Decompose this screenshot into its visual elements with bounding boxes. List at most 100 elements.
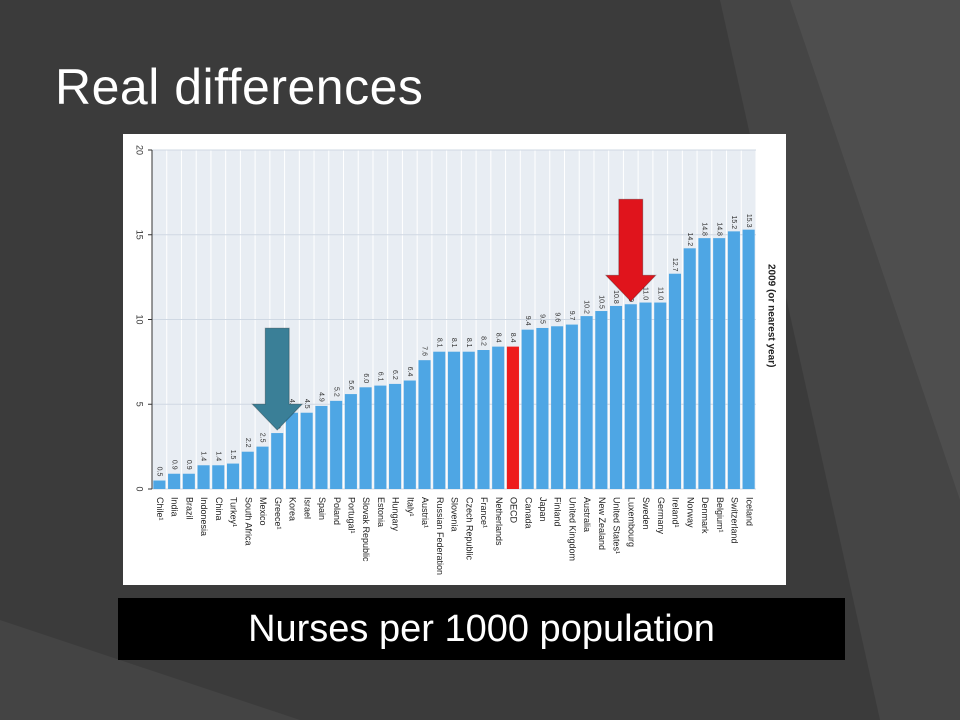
bar xyxy=(344,394,357,489)
category-label: Mexico xyxy=(258,497,268,526)
category-label: Slovenia xyxy=(450,497,460,532)
category-label: Israel xyxy=(302,497,312,519)
category-label: Austria¹ xyxy=(420,497,430,528)
bar xyxy=(241,451,254,489)
category-label: Poland xyxy=(332,497,342,525)
bar-value-label: 8.2 xyxy=(480,336,487,346)
bar-value-label: 9.6 xyxy=(553,312,560,322)
category-label: Belgium¹ xyxy=(715,497,725,533)
y-tick-label: 15 xyxy=(135,230,145,240)
bar-value-label: 4.5 xyxy=(303,399,310,409)
bar-value-label: 14.8 xyxy=(701,222,708,236)
bar xyxy=(668,273,682,489)
y-tick-label: 10 xyxy=(135,314,145,324)
bar-value-label: 5.6 xyxy=(347,380,354,390)
series-label: 2009 (or nearest year) xyxy=(765,264,776,367)
category-label: Hungary xyxy=(391,497,401,532)
chart-caption: Nurses per 1000 population xyxy=(248,607,715,650)
category-label: France¹ xyxy=(479,497,489,528)
bar xyxy=(256,446,269,489)
bar-value-label: 4.5 xyxy=(288,399,295,409)
bar-value-label: 12.7 xyxy=(671,258,678,272)
bar xyxy=(182,473,195,489)
bar xyxy=(698,238,711,489)
bar xyxy=(433,351,446,489)
category-label: United Kingdom xyxy=(567,497,577,561)
bar xyxy=(285,412,298,489)
category-label: Italy¹ xyxy=(405,497,415,517)
bar xyxy=(492,346,505,489)
category-label: Switzerland xyxy=(730,497,740,544)
bar xyxy=(521,329,534,489)
bar xyxy=(477,350,490,489)
bar-value-label: 8.4 xyxy=(494,333,501,343)
category-label: Indonesia xyxy=(199,497,209,536)
bar xyxy=(389,383,402,489)
bar xyxy=(713,238,726,489)
bar xyxy=(315,405,328,489)
bar xyxy=(639,302,652,489)
background-panel-shape xyxy=(790,0,960,500)
category-label: India xyxy=(170,497,180,517)
bar-value-label: 6.4 xyxy=(406,367,413,377)
category-label: United States¹ xyxy=(612,497,622,554)
category-label: Iceland xyxy=(744,497,754,526)
category-label: Sweden xyxy=(641,497,651,530)
slide-title: Real differences xyxy=(55,59,424,115)
bar-value-label: 14.2 xyxy=(686,232,693,246)
bar-value-label: 2.2 xyxy=(244,438,251,448)
category-label: Brazil xyxy=(184,497,194,520)
bar xyxy=(610,305,623,489)
bar-value-label: 9.4 xyxy=(524,316,531,326)
bar-value-label: 1.4 xyxy=(214,451,221,461)
caption-box: Nurses per 1000 population xyxy=(118,598,845,660)
bar-value-label: 0.9 xyxy=(170,460,177,470)
category-label: Turkey¹ xyxy=(229,497,239,527)
bar xyxy=(168,473,181,489)
teal-arrow-annotation xyxy=(251,327,304,431)
category-label: New Zealand xyxy=(597,497,607,550)
bar-value-label: 15.3 xyxy=(745,214,752,228)
category-label: Norway xyxy=(685,497,695,528)
category-label: Germany xyxy=(656,497,666,535)
category-label: Portugal¹ xyxy=(347,497,357,534)
bar xyxy=(683,248,696,489)
bar-value-label: 7.6 xyxy=(421,346,428,356)
bar-value-label: 11.0 xyxy=(642,287,649,300)
bar xyxy=(462,351,475,489)
bar-chart: 0 5 10 15 20 0.5 Chile¹ 0.9 India 0.9 Brazil 1.4 Ind… xyxy=(135,145,777,575)
bar xyxy=(212,465,225,489)
bar xyxy=(506,346,519,489)
bar xyxy=(654,302,667,489)
bar xyxy=(447,351,461,489)
bar-value-label: 14.8 xyxy=(715,222,722,236)
bar xyxy=(565,324,578,489)
bar-value-label: 8.1 xyxy=(465,338,472,348)
bar xyxy=(197,465,210,489)
category-label: Spain xyxy=(317,497,327,520)
red-arrow-annotation xyxy=(604,198,657,302)
bar xyxy=(153,480,166,489)
category-label: Estonia xyxy=(376,497,386,527)
category-label: Japan xyxy=(538,497,548,522)
bar xyxy=(536,327,549,489)
category-label: Czech Republic xyxy=(464,497,474,561)
bar xyxy=(418,360,431,489)
chart-panel: 0 5 10 15 20 0.5 Chile¹ 0.9 India 0.9 Brazil 1.4 Ind… xyxy=(123,134,786,585)
bar xyxy=(742,229,755,489)
category-label: Australia xyxy=(582,497,592,532)
category-label: OECD xyxy=(509,497,519,524)
bar-value-label: 0.5 xyxy=(156,467,163,477)
category-label: Chile¹ xyxy=(155,497,165,521)
bar-value-label: 11.0 xyxy=(656,287,663,300)
category-label: Korea xyxy=(288,497,298,521)
category-label: Slovak Republic xyxy=(361,497,371,562)
y-tick-label: 5 xyxy=(135,402,145,407)
bar-value-label: 10.2 xyxy=(583,300,590,314)
bar xyxy=(330,400,343,489)
bar-value-label: 0.9 xyxy=(185,460,192,470)
bar-value-label: 1.4 xyxy=(200,451,207,461)
bar-value-label: 9.5 xyxy=(539,314,546,324)
bar-value-label: 10.8 xyxy=(612,290,619,304)
bar-value-label: 1.5 xyxy=(229,450,236,460)
